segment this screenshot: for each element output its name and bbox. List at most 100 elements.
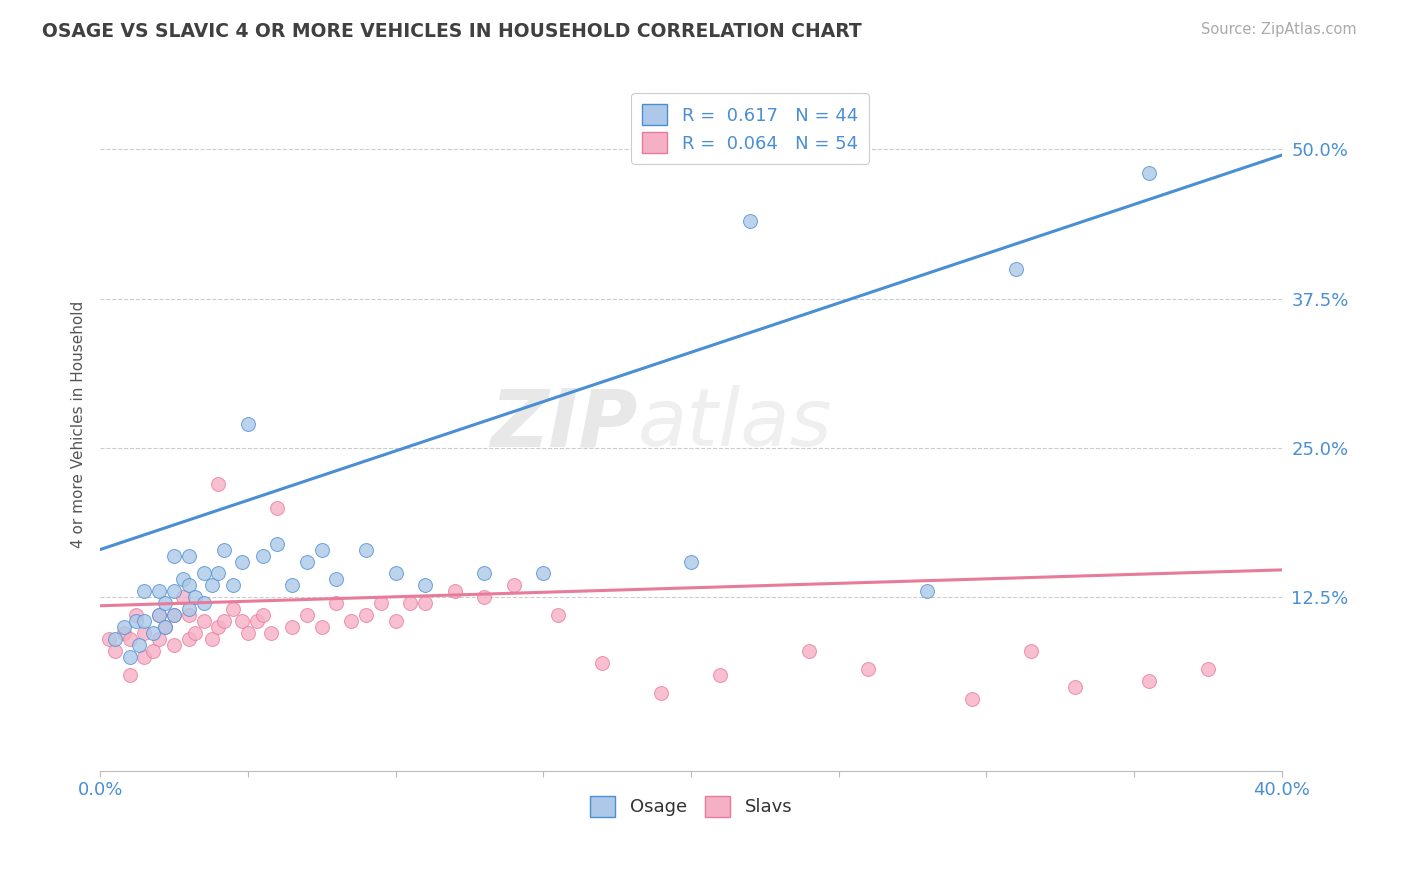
Point	[311, 620, 333, 634]
Point	[384, 566, 406, 581]
Point	[384, 615, 406, 629]
Point	[252, 608, 274, 623]
Point	[443, 584, 465, 599]
Point	[153, 620, 176, 634]
Point	[153, 596, 176, 610]
Point	[252, 549, 274, 563]
Point	[128, 638, 150, 652]
Point	[177, 578, 200, 592]
Point	[281, 620, 304, 634]
Point	[1137, 674, 1160, 689]
Point	[281, 578, 304, 592]
Text: Source: ZipAtlas.com: Source: ZipAtlas.com	[1201, 22, 1357, 37]
Point	[183, 626, 205, 640]
Point	[325, 596, 347, 610]
Text: ZIP: ZIP	[491, 385, 638, 463]
Text: OSAGE VS SLAVIC 4 OR MORE VEHICLES IN HOUSEHOLD CORRELATION CHART: OSAGE VS SLAVIC 4 OR MORE VEHICLES IN HO…	[42, 22, 862, 41]
Point	[222, 602, 245, 616]
Point	[531, 566, 554, 581]
Point	[193, 615, 215, 629]
Point	[134, 650, 156, 665]
Point	[370, 596, 392, 610]
Point	[260, 626, 283, 640]
Point	[236, 626, 259, 640]
Point	[502, 578, 524, 592]
Point	[1064, 680, 1087, 694]
Point	[134, 584, 156, 599]
Point	[797, 644, 820, 658]
Point	[212, 615, 235, 629]
Point	[134, 615, 156, 629]
Point	[399, 596, 422, 610]
Text: atlas: atlas	[638, 385, 832, 463]
Legend: Osage, Slavs: Osage, Slavs	[582, 789, 799, 824]
Point	[325, 573, 347, 587]
Point	[1019, 644, 1042, 658]
Point	[354, 608, 377, 623]
Point	[311, 542, 333, 557]
Point	[201, 578, 224, 592]
Point	[246, 615, 269, 629]
Point	[142, 644, 165, 658]
Point	[266, 536, 288, 550]
Point	[112, 620, 135, 634]
Point	[177, 549, 200, 563]
Point	[222, 578, 245, 592]
Point	[340, 615, 363, 629]
Point	[413, 578, 436, 592]
Point	[207, 476, 229, 491]
Point	[112, 626, 135, 640]
Point	[172, 573, 194, 587]
Point	[134, 626, 156, 640]
Point	[193, 596, 215, 610]
Point	[148, 632, 170, 647]
Point	[1005, 261, 1028, 276]
Point	[118, 632, 141, 647]
Point	[124, 615, 146, 629]
Point	[118, 650, 141, 665]
Point	[591, 656, 613, 670]
Point	[295, 555, 318, 569]
Point	[856, 662, 879, 676]
Point	[177, 602, 200, 616]
Point	[915, 584, 938, 599]
Point	[163, 549, 186, 563]
Point	[472, 566, 495, 581]
Point	[177, 608, 200, 623]
Point	[163, 608, 186, 623]
Point	[98, 632, 121, 647]
Point	[236, 417, 259, 431]
Point	[148, 608, 170, 623]
Point	[960, 692, 983, 706]
Point	[142, 626, 165, 640]
Point	[124, 608, 146, 623]
Point	[472, 591, 495, 605]
Point	[207, 620, 229, 634]
Point	[354, 542, 377, 557]
Point	[153, 620, 176, 634]
Point	[177, 632, 200, 647]
Point	[212, 542, 235, 557]
Point	[231, 615, 253, 629]
Point	[738, 214, 761, 228]
Point	[148, 608, 170, 623]
Point	[1197, 662, 1219, 676]
Y-axis label: 4 or more Vehicles in Household: 4 or more Vehicles in Household	[72, 301, 86, 548]
Point	[295, 608, 318, 623]
Point	[193, 566, 215, 581]
Point	[709, 668, 731, 682]
Point	[207, 566, 229, 581]
Point	[266, 500, 288, 515]
Point	[1137, 166, 1160, 180]
Point	[163, 584, 186, 599]
Point	[231, 555, 253, 569]
Point	[547, 608, 569, 623]
Point	[679, 555, 702, 569]
Point	[104, 644, 127, 658]
Point	[163, 608, 186, 623]
Point	[163, 638, 186, 652]
Point	[413, 596, 436, 610]
Point	[201, 632, 224, 647]
Point	[104, 632, 127, 647]
Point	[118, 668, 141, 682]
